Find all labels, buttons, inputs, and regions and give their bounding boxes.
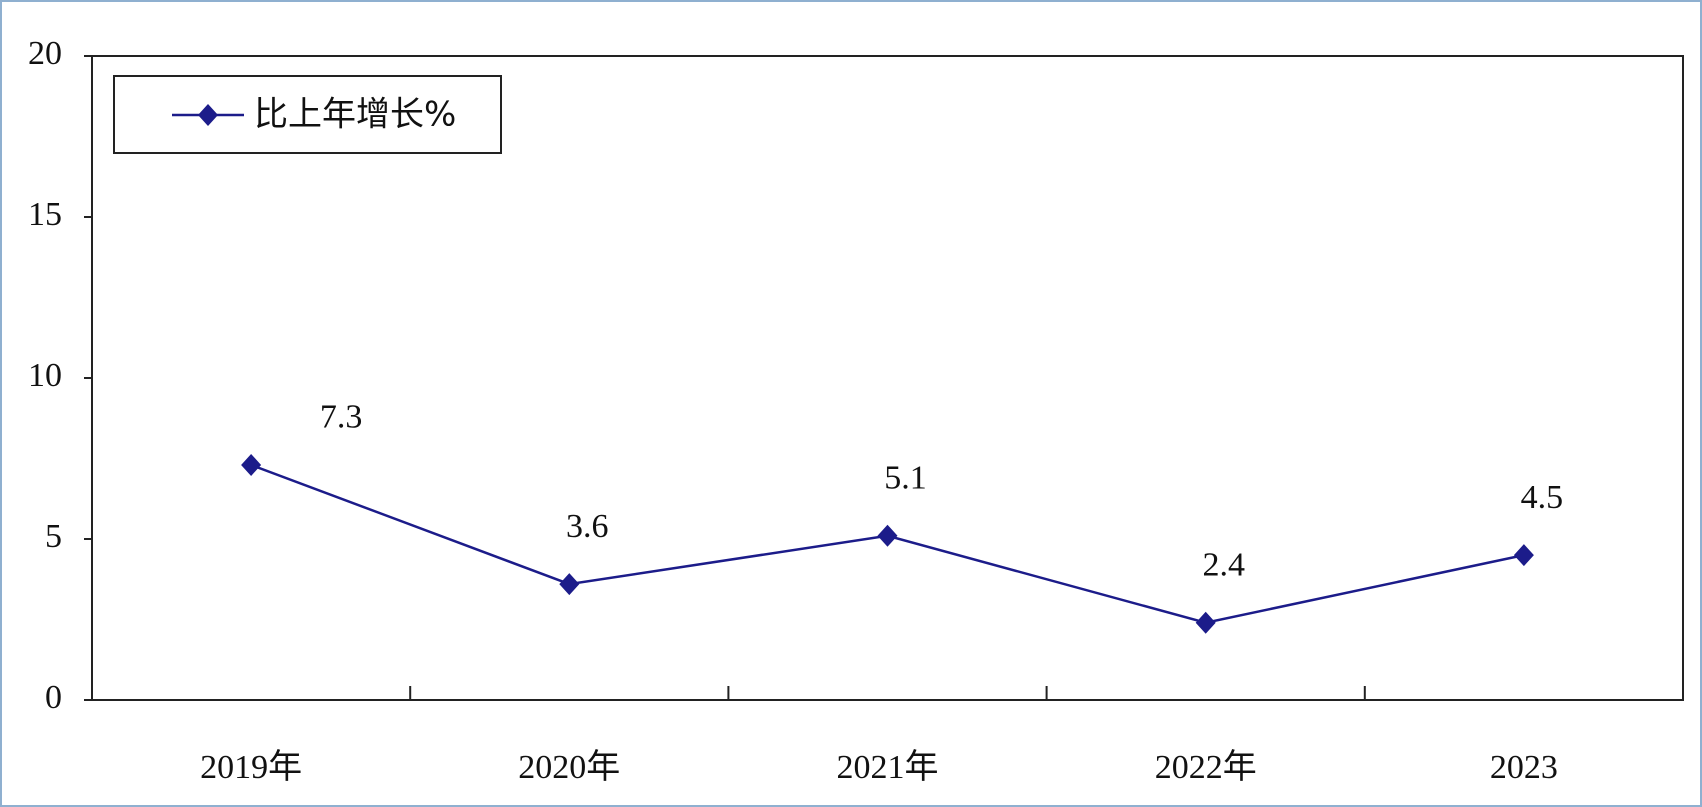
data-label: 3.6	[566, 508, 609, 545]
y-tick-label: 15	[28, 196, 62, 233]
data-label: 7.3	[320, 399, 363, 436]
y-tick-label: 10	[28, 357, 62, 394]
x-tick-label: 2023	[1490, 749, 1558, 786]
legend-label: 比上年增长%	[254, 95, 456, 135]
data-label: 2.4	[1202, 547, 1245, 584]
marker	[1513, 544, 1534, 567]
marker	[241, 453, 262, 476]
y-tick-label: 20	[28, 35, 62, 72]
x-tick-label: 2020年	[518, 748, 620, 786]
y-tick-label: 5	[45, 518, 62, 555]
marker	[877, 524, 898, 547]
x-tick-label: 2019年	[200, 748, 302, 786]
data-label: 5.1	[884, 460, 927, 497]
y-tick-label: 0	[45, 679, 62, 716]
x-tick-label: 2022年	[1155, 748, 1257, 786]
x-tick-label: 2021年	[837, 748, 939, 786]
marker	[1195, 611, 1216, 634]
data-label: 4.5	[1521, 479, 1564, 516]
legend-marker	[198, 104, 218, 126]
marker	[559, 573, 580, 596]
